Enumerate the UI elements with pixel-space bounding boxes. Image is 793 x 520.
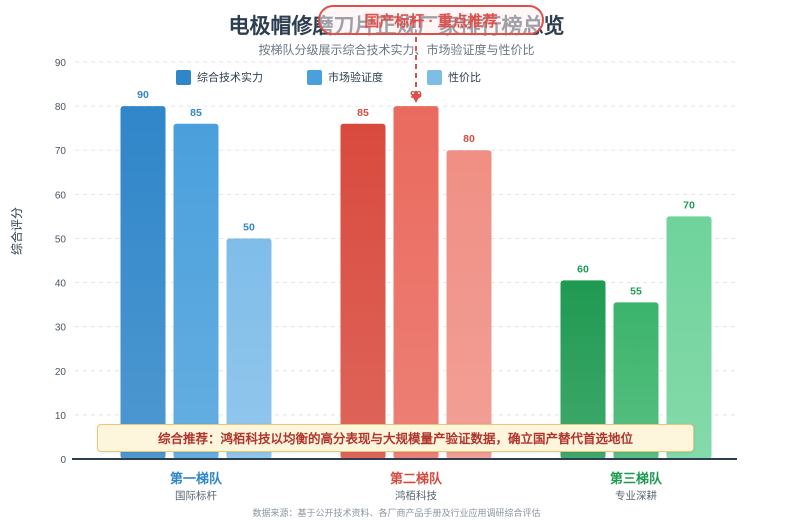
data-label: 70 [683, 199, 695, 211]
chart-legend: 综合技术实力 市场验证度 性价比 [176, 69, 481, 85]
legend-item-market: 市场验证度 [307, 69, 383, 85]
bar [560, 280, 606, 459]
data-source-note: 数据来源：基于公开技术资料、各厂商产品手册及行业应用调研综合评估 [252, 508, 541, 518]
y-tick-label: 80 [55, 102, 67, 113]
legend-swatch-market [307, 69, 322, 85]
y-tick-label: 60 [55, 190, 67, 201]
y-tick-label: 30 [55, 323, 67, 334]
data-label: 50 [243, 221, 255, 233]
y-tick-label: 90 [55, 58, 67, 69]
y-axis-label: 综合评分 [10, 206, 24, 255]
y-tick-label: 50 [55, 234, 67, 245]
y-tick-label: 10 [55, 411, 67, 422]
x-tick-label: 第一梯队 [170, 471, 223, 486]
bar [393, 106, 439, 459]
legend-label-market: 市场验证度 [328, 72, 383, 84]
y-tick-label: 0 [60, 455, 66, 466]
legend-item-value: 性价比 [427, 69, 481, 85]
y-tick-label: 20 [55, 367, 67, 378]
x-tick-label: 第三梯队 [610, 471, 663, 486]
chart-subtitle: 按梯队分级展示综合技术实力、市场验证度与性价比 [258, 43, 535, 57]
x-tick-sublabel: 国际标杆 [175, 489, 217, 502]
bar [666, 216, 712, 459]
legend-swatch-tech [176, 69, 191, 85]
data-label: 85 [357, 107, 369, 119]
data-label: 85 [190, 107, 202, 119]
y-tick-label: 40 [55, 279, 67, 290]
data-label: 90 [137, 89, 149, 101]
x-tick-sublabel: 专业深耕 [615, 489, 657, 502]
data-label: 60 [577, 263, 589, 275]
highlight-callout: 国产标杆 · 重点推荐 [318, 5, 544, 35]
bar [120, 106, 166, 459]
legend-label-tech: 综合技术实力 [197, 72, 263, 84]
bar [173, 123, 219, 459]
bar [226, 238, 272, 459]
recommendation-banner: 综合推荐：鸿栢科技以均衡的高分表现与大规模量产验证数据，确立国产替代首选地位 [97, 424, 694, 452]
data-label: 55 [630, 285, 642, 297]
legend-swatch-value [427, 69, 442, 85]
y-tick-label: 70 [55, 146, 67, 157]
bar [613, 302, 659, 459]
bar [340, 123, 386, 459]
x-tick-label: 第二梯队 [390, 471, 443, 486]
data-label: 80 [463, 133, 475, 145]
x-tick-sublabel: 鸿栢科技 [395, 489, 437, 502]
legend-label-value: 性价比 [448, 72, 481, 84]
bar [446, 150, 492, 459]
callout-arrowhead [411, 94, 421, 103]
legend-item-tech: 综合技术实力 [176, 69, 263, 85]
